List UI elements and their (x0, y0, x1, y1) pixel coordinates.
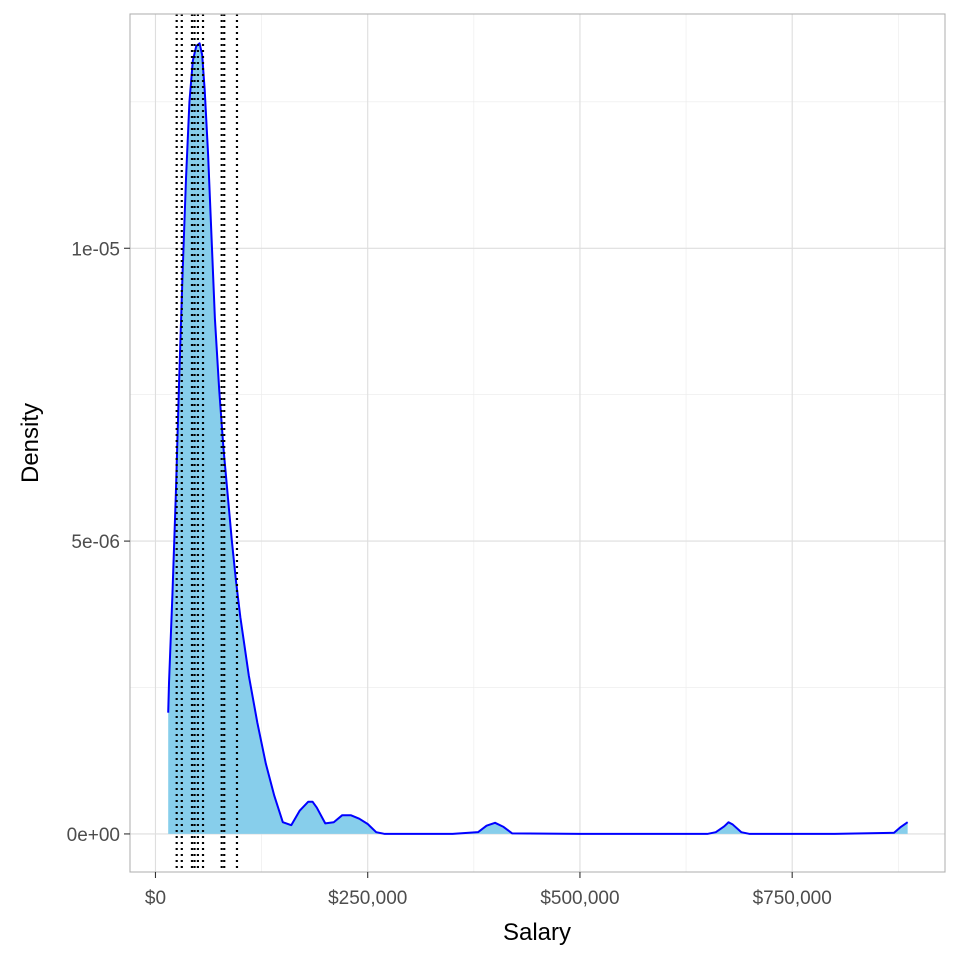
density-fill (168, 43, 908, 834)
panel-background (130, 14, 945, 872)
density-line (167, 42, 909, 835)
y-axis-ticks: 0e+00 5e-06 1e-05 (67, 239, 130, 846)
grid-lines (130, 14, 945, 872)
x-tick-label: $0 (145, 888, 166, 909)
x-tick-label: $250,000 (328, 888, 407, 909)
y-tick-label: 5e-06 (71, 532, 120, 553)
x-axis-title: Salary (503, 919, 571, 946)
x-tick-label: $750,000 (753, 888, 832, 909)
density-area (167, 42, 909, 835)
x-axis-ticks: $0 $250,000 $500,000 $750,000 (145, 872, 832, 909)
panel-border (129, 13, 946, 873)
y-axis-title: Density (17, 403, 44, 483)
x-tick-label: $500,000 (540, 888, 619, 909)
vertical-reference-lines (175, 14, 239, 872)
y-tick-label: 1e-05 (71, 239, 120, 260)
y-tick-label: 0e+00 (67, 825, 120, 846)
